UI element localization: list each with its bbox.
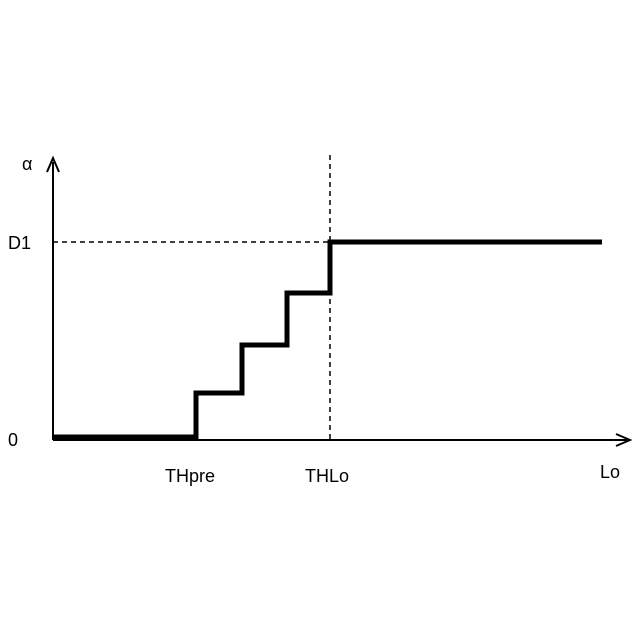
x-tick-thpre: THpre (165, 466, 215, 486)
y-axis-label: α (22, 154, 32, 174)
x-axis-label: Lo (600, 462, 620, 482)
x-tick-thlo: THLo (305, 466, 349, 486)
y-tick-zero: 0 (8, 430, 18, 450)
step-function-curve (53, 242, 602, 437)
y-tick-d1: D1 (8, 233, 31, 253)
